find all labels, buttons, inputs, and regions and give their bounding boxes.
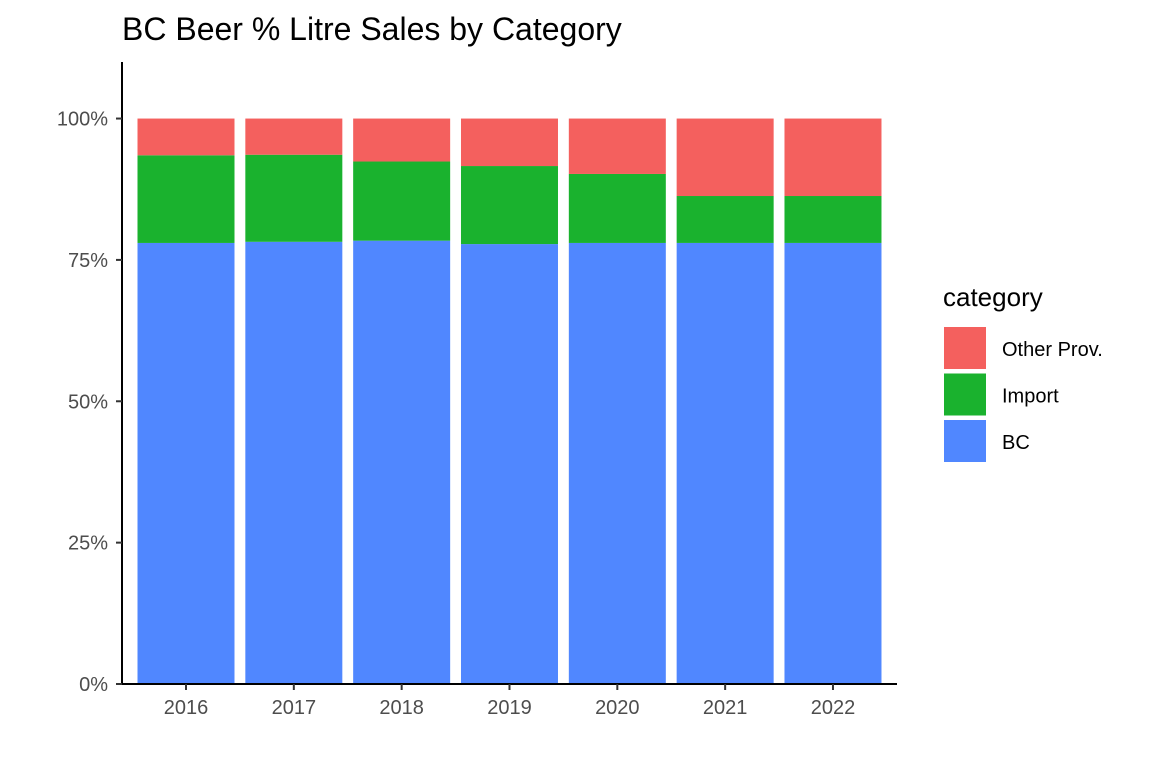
x-tick-label: 2018 bbox=[379, 697, 424, 719]
y-tick-label: 25% bbox=[68, 533, 108, 555]
bar-2020-import bbox=[568, 173, 666, 243]
legend-label: BC bbox=[1002, 432, 1030, 454]
legend-swatch bbox=[944, 420, 986, 462]
bar-2017-other-prov bbox=[245, 118, 343, 155]
x-tick-label: 2021 bbox=[703, 697, 748, 719]
axes-layer: 0% 25% 50% 75% 100% 2016 2017 2018 2019 2020 2021 2… bbox=[57, 62, 897, 719]
y-tick-label: 100% bbox=[57, 109, 108, 131]
bar-2022-import bbox=[784, 196, 882, 243]
bar-2017-import bbox=[245, 154, 343, 242]
y-tick-label: 75% bbox=[68, 250, 108, 272]
legend-title: category bbox=[943, 282, 1043, 312]
y-tick-label: 0% bbox=[79, 674, 108, 696]
x-tick-label: 2019 bbox=[487, 697, 532, 719]
x-tick-label: 2022 bbox=[811, 697, 856, 719]
bar-2019-other-prov bbox=[460, 118, 558, 167]
bar-2018-import bbox=[353, 161, 451, 241]
x-tick-label: 2016 bbox=[164, 697, 209, 719]
bar-2018-bc bbox=[353, 240, 451, 684]
legend-swatch bbox=[944, 373, 986, 416]
bar-2018-other-prov bbox=[353, 118, 451, 162]
y-tick-label: 50% bbox=[68, 391, 108, 413]
bar-2016-other-prov bbox=[137, 118, 235, 156]
bar-2021-bc bbox=[676, 242, 774, 684]
bar-2022-other-prov bbox=[784, 118, 882, 197]
bar-2021-other-prov bbox=[676, 118, 774, 197]
bar-2020-bc bbox=[568, 242, 666, 684]
x-tick-label: 2020 bbox=[595, 697, 640, 719]
chart-title: BC Beer % Litre Sales by Category bbox=[122, 11, 622, 47]
legend: category Other Prov. Import BC bbox=[943, 282, 1103, 462]
bars-layer bbox=[137, 118, 882, 684]
bar-2020-other-prov bbox=[568, 118, 666, 174]
bar-2017-bc bbox=[245, 241, 343, 684]
bar-2019-bc bbox=[460, 244, 558, 684]
bar-2021-import bbox=[676, 196, 774, 243]
bar-2016-bc bbox=[137, 242, 235, 684]
x-tick-label: 2017 bbox=[272, 697, 317, 719]
bar-2016-import bbox=[137, 155, 235, 243]
legend-label: Import bbox=[1002, 386, 1059, 408]
bar-2019-import bbox=[460, 166, 558, 245]
legend-swatch bbox=[944, 327, 986, 369]
legend-label: Other Prov. bbox=[1002, 339, 1103, 361]
bar-2022-bc bbox=[784, 242, 882, 684]
